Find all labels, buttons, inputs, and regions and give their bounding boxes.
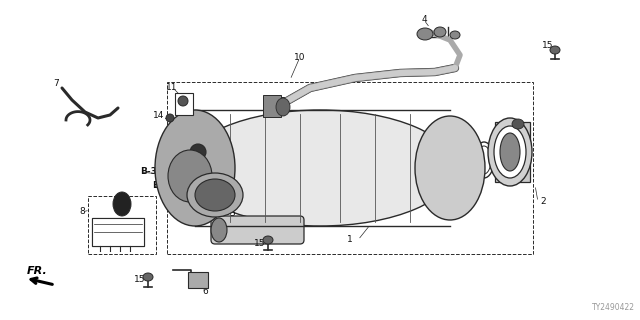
Ellipse shape [456,140,480,184]
Bar [92,218,144,246]
Ellipse shape [500,133,520,171]
Text: 15: 15 [254,239,266,249]
Text: 12: 12 [456,170,468,179]
Ellipse shape [211,218,227,242]
Text: 10: 10 [294,52,306,61]
Ellipse shape [178,96,188,106]
Ellipse shape [143,273,153,281]
Bar [88,196,156,254]
Text: TY2490422: TY2490422 [592,303,635,312]
Ellipse shape [186,142,210,162]
Ellipse shape [190,144,206,160]
Ellipse shape [168,150,212,202]
Bar [175,93,193,115]
Ellipse shape [155,110,235,226]
Ellipse shape [474,142,494,178]
Text: FR.: FR. [28,266,48,276]
Ellipse shape [477,146,491,174]
Ellipse shape [276,98,290,116]
Ellipse shape [434,27,446,37]
Bar [92,218,144,246]
Ellipse shape [512,119,524,129]
Text: 4: 4 [421,15,427,25]
Text: 5: 5 [229,209,235,218]
FancyBboxPatch shape [211,216,304,244]
Ellipse shape [263,236,273,244]
Text: 3: 3 [189,140,195,149]
Text: 9: 9 [115,194,121,203]
Text: 6: 6 [202,286,208,295]
Ellipse shape [415,116,485,220]
Bar [495,122,530,182]
Bar [263,95,281,117]
Bar [188,272,208,288]
Ellipse shape [450,31,460,39]
Ellipse shape [494,126,526,178]
Ellipse shape [550,46,560,54]
Text: 1: 1 [347,236,353,244]
Ellipse shape [488,118,532,186]
Text: 15: 15 [134,276,146,284]
Ellipse shape [185,110,455,226]
Text: 7: 7 [53,78,59,87]
Ellipse shape [166,114,174,122]
Ellipse shape [187,173,243,217]
Text: B-4-10: B-4-10 [152,181,185,190]
Ellipse shape [417,28,433,40]
Ellipse shape [460,145,476,179]
Text: 8: 8 [79,207,85,217]
Bar [272,97,284,115]
Text: B-3-10: B-3-10 [140,167,173,177]
Text: 14: 14 [154,110,164,119]
Text: 13: 13 [476,162,487,171]
Bar [167,82,533,254]
Text: 15: 15 [542,41,554,50]
Text: 11: 11 [166,83,178,92]
Ellipse shape [113,192,131,216]
Text: 2: 2 [540,197,546,206]
Ellipse shape [195,179,235,211]
